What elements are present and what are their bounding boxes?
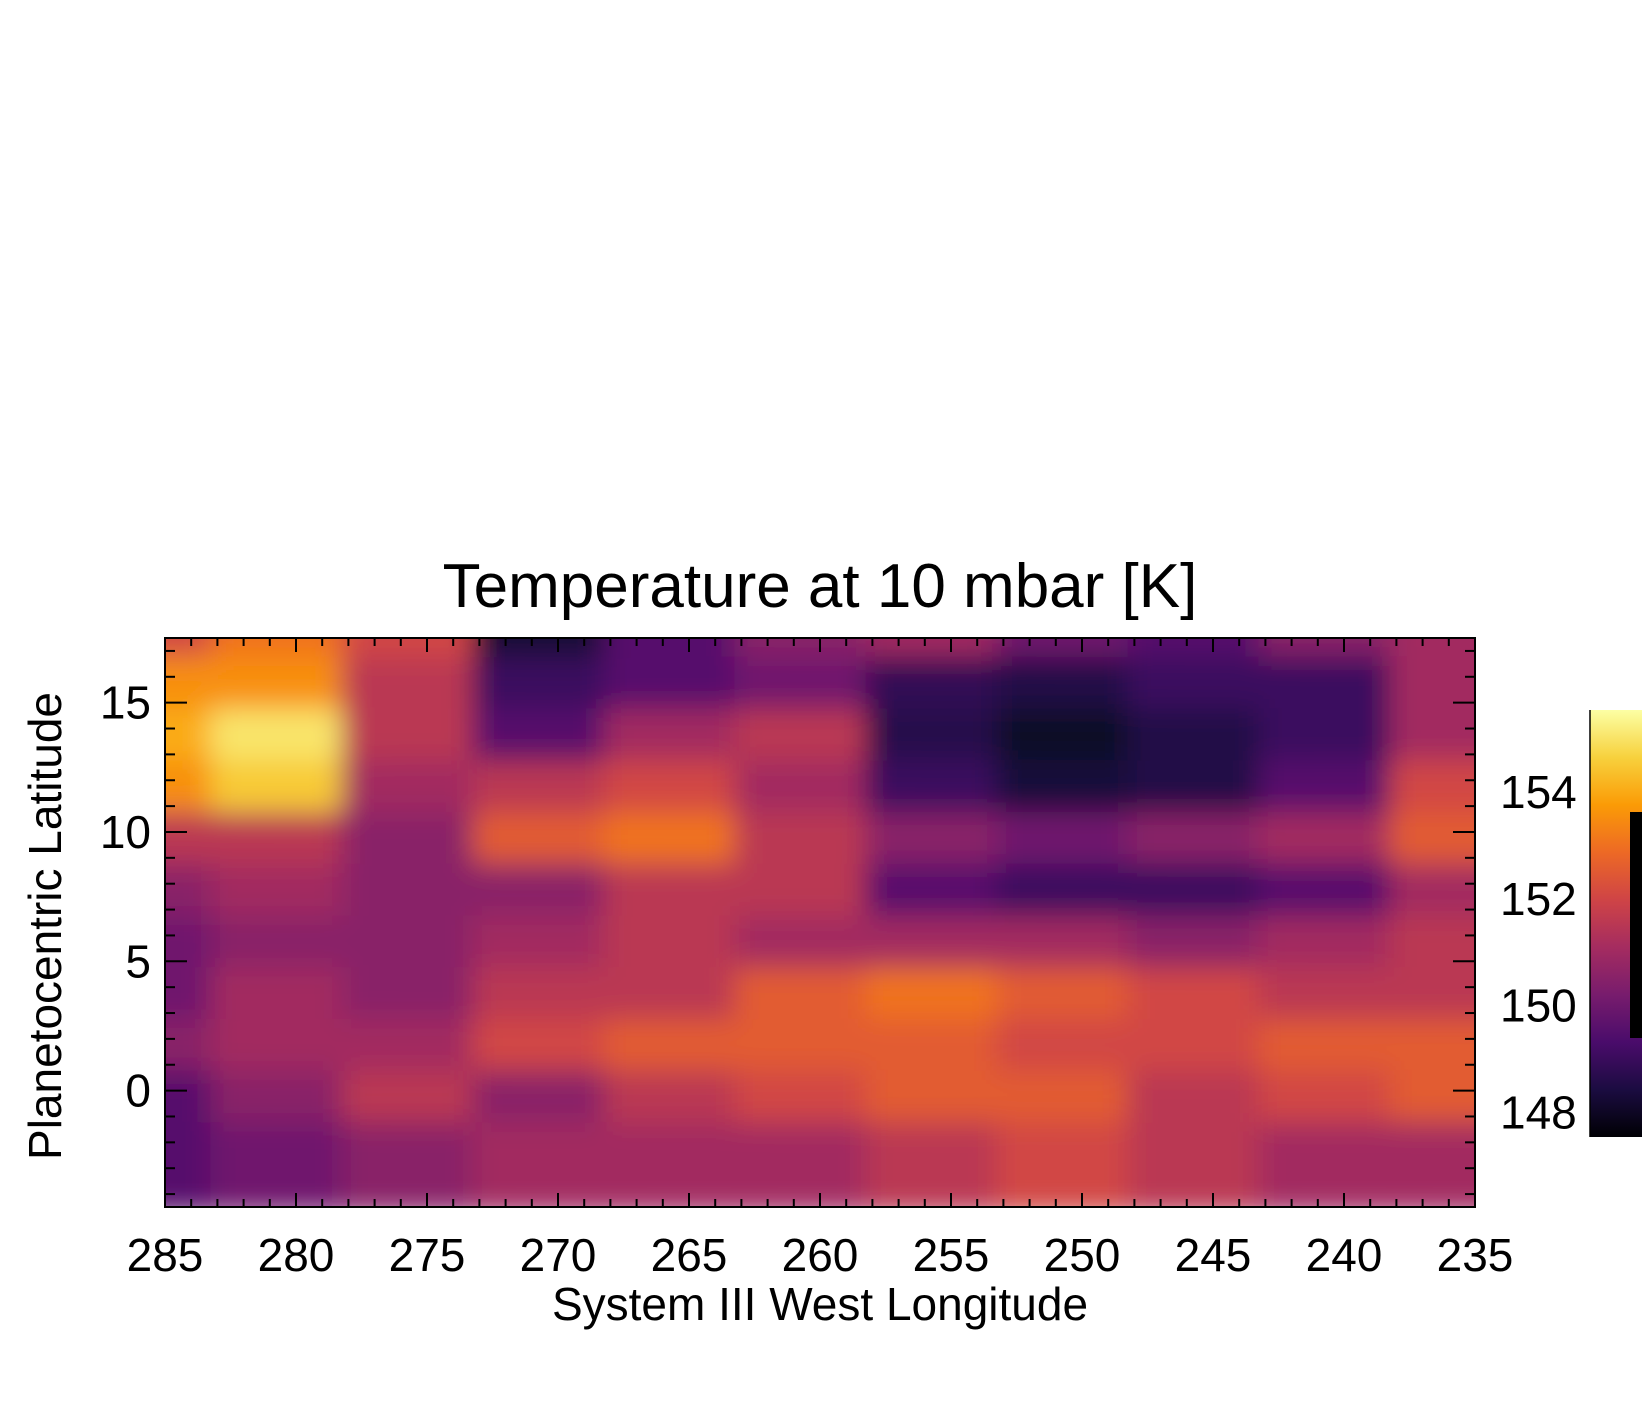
y-axis-label: Planetocentric Latitude bbox=[19, 692, 71, 1160]
y-tick-label: 10 bbox=[100, 806, 151, 858]
y-tick-label: 15 bbox=[100, 677, 151, 729]
chart-title: Temperature at 10 mbar [K] bbox=[442, 552, 1198, 621]
heatmap-cells bbox=[165, 638, 1475, 1207]
colorbar-tick-label: 154 bbox=[1500, 766, 1577, 818]
x-tick-label: 275 bbox=[389, 1229, 466, 1281]
colorbar-marker bbox=[1630, 812, 1642, 1038]
x-tick-label: 285 bbox=[127, 1229, 204, 1281]
x-tick-label: 270 bbox=[520, 1229, 597, 1281]
y-tick-label: 0 bbox=[125, 1065, 151, 1117]
colorbar-tick-label: 150 bbox=[1500, 980, 1577, 1032]
x-tick-label: 265 bbox=[651, 1229, 728, 1281]
x-tick-label: 250 bbox=[1044, 1229, 1121, 1281]
x-tick-label: 240 bbox=[1306, 1229, 1383, 1281]
colorbar-tick-label: 148 bbox=[1500, 1086, 1577, 1138]
x-tick-label: 245 bbox=[1175, 1229, 1252, 1281]
colorbar-tick-label: 152 bbox=[1500, 873, 1577, 925]
x-tick-label: 235 bbox=[1437, 1229, 1514, 1281]
x-tick-label: 260 bbox=[782, 1229, 859, 1281]
x-tick-label: 280 bbox=[258, 1229, 335, 1281]
heatmap-cell bbox=[1389, 1122, 1475, 1207]
x-axis-label: System III West Longitude bbox=[551, 1278, 1089, 1330]
y-tick-label: 5 bbox=[125, 935, 151, 987]
x-tick-label: 255 bbox=[913, 1229, 990, 1281]
